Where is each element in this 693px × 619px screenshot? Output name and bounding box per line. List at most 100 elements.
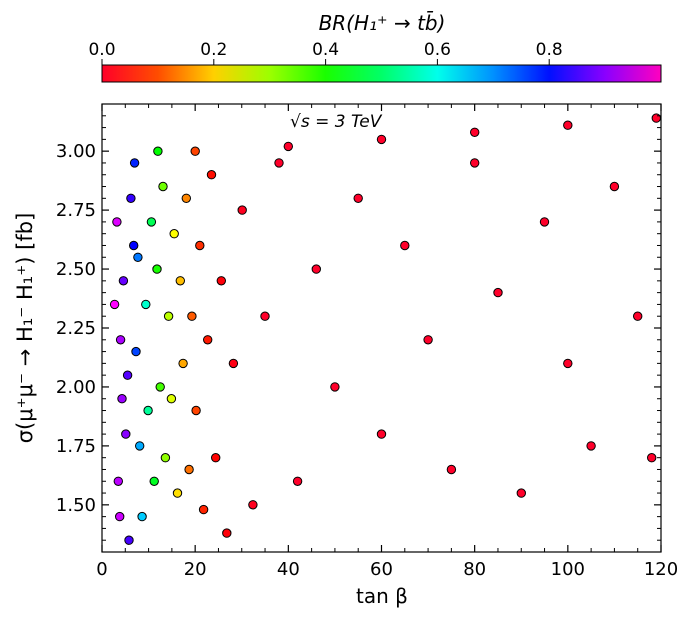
data-point bbox=[586, 441, 596, 451]
data-point bbox=[651, 113, 661, 123]
data-point bbox=[203, 335, 213, 345]
data-point bbox=[191, 405, 201, 416]
data-point bbox=[353, 193, 363, 204]
data-point bbox=[109, 299, 120, 310]
data-point bbox=[187, 311, 197, 321]
data-point bbox=[423, 335, 433, 345]
data-point bbox=[137, 511, 147, 522]
x-tick-label: 100 bbox=[551, 559, 585, 580]
data-point bbox=[206, 170, 217, 180]
x-tick-label: 20 bbox=[184, 559, 207, 580]
data-point bbox=[160, 453, 171, 463]
y-tick-label: 1.50 bbox=[56, 495, 96, 516]
data-point bbox=[135, 441, 145, 451]
data-point bbox=[446, 464, 457, 475]
data-point bbox=[121, 429, 131, 439]
data-point bbox=[184, 464, 194, 475]
data-point bbox=[228, 358, 239, 369]
data-point bbox=[198, 504, 209, 515]
y-axis-label: σ(μ⁺μ⁻ → H₁⁻ H₁⁺) [fb] bbox=[13, 213, 37, 444]
y-tick-label: 2.50 bbox=[56, 259, 96, 280]
data-point bbox=[129, 240, 139, 251]
data-point bbox=[539, 217, 550, 227]
data-point bbox=[158, 181, 168, 192]
data-point bbox=[400, 240, 410, 251]
data-point bbox=[274, 158, 284, 168]
data-point bbox=[248, 500, 258, 510]
data-point bbox=[216, 276, 227, 286]
colorbar-tick-label: 0.4 bbox=[312, 40, 339, 60]
data-point bbox=[146, 217, 157, 227]
x-tick-label: 120 bbox=[644, 559, 678, 580]
data-point bbox=[175, 276, 186, 286]
data-point bbox=[133, 252, 143, 262]
data-point bbox=[149, 476, 159, 486]
data-point bbox=[163, 311, 174, 321]
x-tick-label: 80 bbox=[463, 559, 486, 580]
x-tick-label: 0 bbox=[96, 559, 107, 580]
data-point bbox=[493, 287, 503, 298]
data-point bbox=[117, 394, 127, 404]
colorbar-tick-label: 0.8 bbox=[536, 40, 563, 60]
data-point bbox=[376, 134, 387, 145]
data-point bbox=[211, 453, 221, 463]
y-tick-label: 1.75 bbox=[56, 436, 96, 457]
data-point bbox=[260, 311, 270, 321]
x-tick-label: 40 bbox=[277, 559, 300, 580]
data-point bbox=[311, 264, 321, 274]
data-point bbox=[563, 358, 573, 369]
data-point bbox=[181, 193, 192, 204]
y-tick-label: 2.25 bbox=[56, 318, 96, 339]
colorbar-tick-label: 0.2 bbox=[200, 40, 227, 60]
data-point bbox=[118, 276, 129, 286]
data-point bbox=[647, 453, 657, 463]
data-point bbox=[126, 193, 136, 204]
data-point bbox=[516, 488, 526, 498]
data-point bbox=[470, 158, 480, 168]
data-point bbox=[292, 476, 303, 486]
y-tick-label: 2.00 bbox=[56, 377, 96, 398]
data-point bbox=[237, 205, 247, 215]
data-point bbox=[633, 311, 643, 321]
scatter-points bbox=[109, 113, 661, 545]
data-point bbox=[129, 158, 140, 168]
data-point bbox=[124, 535, 134, 545]
x-axis-label: tan β bbox=[356, 584, 408, 608]
data-point bbox=[115, 511, 125, 522]
data-point bbox=[609, 181, 620, 192]
data-point bbox=[222, 528, 232, 538]
data-point bbox=[330, 382, 340, 392]
data-point bbox=[166, 394, 177, 404]
data-point bbox=[563, 120, 573, 130]
data-point bbox=[470, 127, 480, 138]
data-point bbox=[172, 488, 183, 498]
data-point bbox=[155, 382, 165, 392]
data-point bbox=[143, 405, 153, 416]
data-point bbox=[376, 429, 387, 439]
colorbar-tick-label: 0.0 bbox=[88, 40, 115, 60]
y-tick-label: 2.75 bbox=[56, 200, 96, 221]
data-point bbox=[115, 335, 126, 345]
data-point bbox=[113, 476, 124, 486]
colorbar-ticks: 0.0 0.2 0.4 0.6 0.8 bbox=[88, 40, 563, 65]
data-point bbox=[152, 264, 162, 274]
plot-frame bbox=[101, 103, 662, 553]
y-axis-ticks: 1.50 1.75 2.00 2.25 2.50 2.75 3.00 bbox=[56, 103, 661, 541]
y-tick-label: 3.00 bbox=[56, 141, 96, 162]
colorbar bbox=[101, 64, 662, 83]
colorbar-tick-label: 0.6 bbox=[424, 40, 451, 60]
x-axis-ticks: 0 20 40 60 80 100 120 bbox=[96, 104, 678, 580]
data-point bbox=[190, 146, 200, 156]
x-tick-label: 60 bbox=[370, 559, 393, 580]
colorbar-label: BR(H₁⁺ → tb̄) bbox=[319, 10, 446, 35]
data-point bbox=[122, 370, 133, 380]
data-point bbox=[131, 346, 141, 357]
data-point bbox=[283, 141, 293, 152]
data-point bbox=[178, 358, 188, 369]
data-point bbox=[141, 299, 151, 310]
energy-annotation: √s = 3 TeV bbox=[290, 112, 383, 132]
data-point bbox=[153, 146, 163, 156]
data-point bbox=[112, 217, 122, 227]
data-point bbox=[169, 229, 179, 239]
